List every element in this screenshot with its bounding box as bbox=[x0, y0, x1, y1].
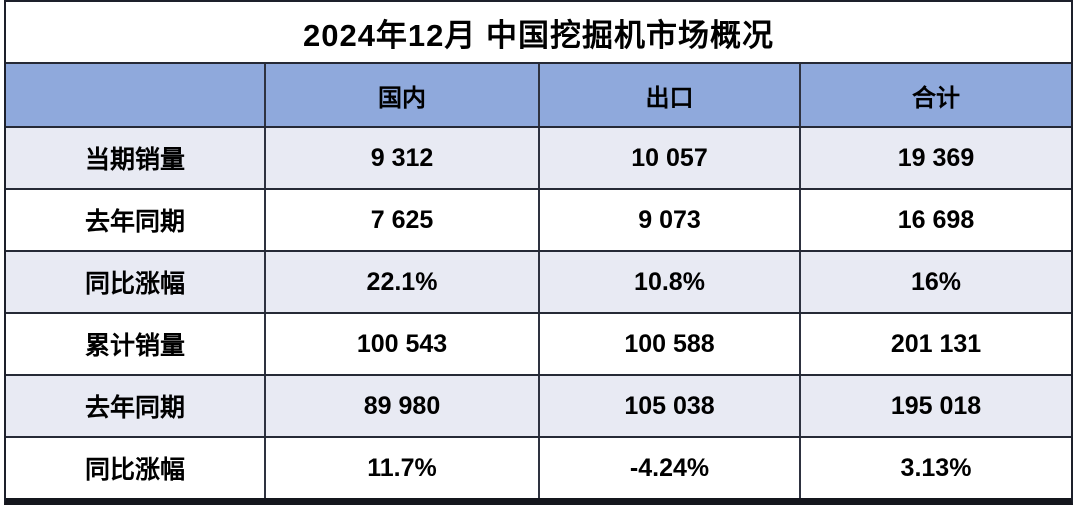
header-cell-export: 出口 bbox=[538, 64, 799, 126]
table-cell: 201 131 bbox=[799, 314, 1071, 374]
page-title: 2024年12月 中国挖掘机市场概况 bbox=[302, 17, 775, 53]
table-cell: 100 543 bbox=[264, 314, 538, 374]
table-row-yoy-change: 同比涨幅 22.1% 10.8% 16% bbox=[6, 250, 1071, 312]
table-row-cumulative-yoy-change: 同比涨幅 11.7% -4.24% 3.13% bbox=[6, 436, 1071, 498]
row-label: 同比涨幅 bbox=[84, 270, 185, 298]
row-label: 累计销量 bbox=[84, 332, 185, 360]
table-cell: 89 980 bbox=[264, 376, 538, 436]
table-row-current-sales: 当期销量 9 312 10 057 19 369 bbox=[6, 126, 1071, 188]
table-row-cumulative-sales: 累计销量 100 543 100 588 201 131 bbox=[6, 312, 1071, 374]
table-header-row: 国内 出口 合计 bbox=[6, 62, 1071, 126]
table-row-last-year: 去年同期 7 625 9 073 16 698 bbox=[6, 188, 1071, 250]
table-cell: 19 369 bbox=[799, 128, 1071, 188]
table-cell: 10 057 bbox=[538, 128, 799, 188]
header-cell-domestic: 国内 bbox=[264, 64, 538, 126]
row-label: 去年同期 bbox=[84, 208, 185, 236]
table-cell: -4.24% bbox=[538, 438, 799, 498]
row-label: 去年同期 bbox=[84, 394, 185, 422]
table-cell: 16% bbox=[799, 252, 1071, 312]
table-cell: 9 312 bbox=[264, 128, 538, 188]
header-cell-empty bbox=[6, 64, 264, 126]
table-cell: 100 588 bbox=[538, 314, 799, 374]
table-cell: 105 038 bbox=[538, 376, 799, 436]
table-cell: 22.1% bbox=[264, 252, 538, 312]
table-row-cumulative-last-year: 去年同期 89 980 105 038 195 018 bbox=[6, 374, 1071, 436]
row-label: 当期销量 bbox=[84, 146, 185, 174]
row-label: 同比涨幅 bbox=[84, 456, 185, 484]
market-overview-table: 2024年12月 中国挖掘机市场概况 国内 出口 合计 当期销量 9 312 1… bbox=[4, 0, 1073, 505]
header-cell-total: 合计 bbox=[799, 64, 1071, 126]
table-cell: 3.13% bbox=[799, 438, 1071, 498]
table-cell: 7 625 bbox=[264, 190, 538, 250]
table-title: 2024年12月 中国挖掘机市场概况 bbox=[6, 2, 1071, 62]
table-cell: 10.8% bbox=[538, 252, 799, 312]
table-cell: 195 018 bbox=[799, 376, 1071, 436]
table-cell: 9 073 bbox=[538, 190, 799, 250]
table-cell: 16 698 bbox=[799, 190, 1071, 250]
table-cell: 11.7% bbox=[264, 438, 538, 498]
